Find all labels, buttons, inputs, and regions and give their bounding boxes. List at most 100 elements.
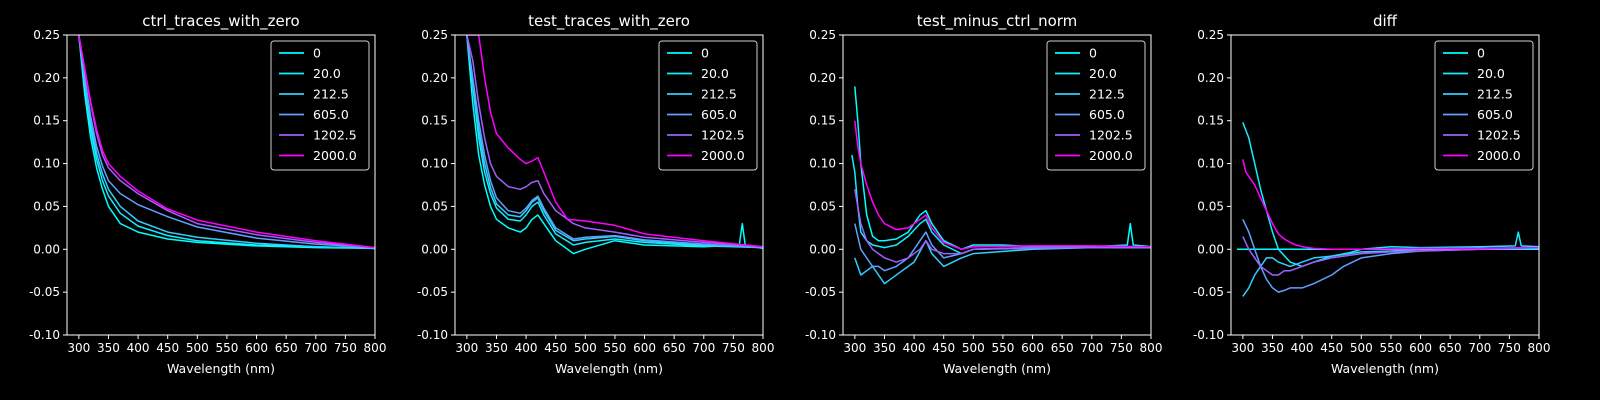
series-line-212.5: [1242, 246, 1539, 297]
legend-label: 20.0: [1477, 66, 1505, 81]
chart-panel-2: test_traces_with_zero 300 350 400 450 500 550 6…: [417, 12, 775, 376]
series-line-605.0: [466, 35, 763, 249]
y-tick-label: 0.00: [1197, 242, 1224, 256]
y-tick-label: 0.00: [421, 242, 448, 256]
series-line-20.0: [78, 35, 375, 250]
x-tick-label: 800: [1528, 341, 1551, 355]
x-tick-label: 450: [1320, 341, 1343, 355]
series-line-1202.5: [466, 35, 763, 248]
x-tick-label: 300: [67, 341, 90, 355]
series-line-2000.0: [78, 35, 375, 249]
legend-label: 0: [1477, 46, 1485, 61]
y-tick-label: 0.15: [1197, 114, 1224, 128]
x-tick-label: 550: [603, 341, 626, 355]
y-tick-label: 0.25: [33, 28, 60, 42]
x-tick-label: 750: [1110, 341, 1133, 355]
series-group: [78, 35, 375, 250]
series-group: [466, 35, 763, 255]
x-tick-label: 550: [215, 341, 238, 355]
x-tick-label: 600: [633, 341, 656, 355]
y-tick-label: 0.20: [33, 71, 60, 85]
y-tick-label: 0.10: [33, 157, 60, 171]
x-tick-label: 750: [1498, 341, 1521, 355]
legend: 0 20.0 212.5 605.0 1202.5 2000.0: [658, 40, 758, 171]
legend: 0 20.0 212.5 605.0 1202.5 2000.0: [1434, 40, 1534, 171]
x-tick-label: 650: [275, 341, 298, 355]
y-tick-label: -0.10: [29, 328, 60, 342]
x-tick-label: 450: [544, 341, 567, 355]
series-line-2000.0: [466, 35, 763, 248]
x-tick-label: 650: [1051, 341, 1074, 355]
plot-frame: [1230, 34, 1540, 336]
x-tick-label: 400: [903, 341, 926, 355]
plot-frame: [454, 34, 764, 336]
x-tick-label: 350: [873, 341, 896, 355]
x-axis-label: Wavelength (nm): [167, 361, 275, 376]
legend-label: 605.0: [701, 107, 737, 122]
x-tick-label: 800: [364, 341, 387, 355]
legend-label: 1202.5: [1089, 128, 1133, 143]
legend: 0 20.0 212.5 605.0 1202.5 2000.0: [1046, 40, 1146, 171]
x-axis-label: Wavelength (nm): [555, 361, 663, 376]
legend-label: 0: [1089, 46, 1097, 61]
x-tick-label: 550: [991, 341, 1014, 355]
series-line-212.5: [78, 35, 375, 250]
chart-panel-3: test_minus_ctrl_norm 300 350 400 450 500 550 60…: [805, 12, 1163, 376]
legend-label: 0: [313, 46, 321, 61]
x-tick-label: 300: [455, 341, 478, 355]
chart-title: diff: [1373, 12, 1398, 30]
legend-label: 0: [701, 46, 709, 61]
series-group: [851, 86, 1151, 285]
x-tick-label: 300: [843, 341, 866, 355]
series-line-1202.5: [1242, 236, 1539, 276]
legend-label: 212.5: [1477, 87, 1513, 102]
x-axis-label: Wavelength (nm): [943, 361, 1051, 376]
x-tick-label: 400: [515, 341, 538, 355]
legend-label: 212.5: [1089, 87, 1125, 102]
series-line-20.0: [466, 35, 763, 249]
x-tick-label: 500: [962, 341, 985, 355]
x-tick-label: 700: [304, 341, 327, 355]
y-tick-label: 0.05: [809, 199, 836, 213]
y-tick-label: 0.20: [421, 71, 448, 85]
y-tick-label: 0.05: [33, 199, 60, 213]
x-tick-label: 300: [1231, 341, 1254, 355]
x-tick-label: 500: [1350, 341, 1373, 355]
series-line-0: [78, 35, 375, 250]
x-tick-label: 700: [1080, 341, 1103, 355]
x-tick-label: 500: [186, 341, 209, 355]
y-tick-label: 0.25: [809, 28, 836, 42]
series-line-212.5: [466, 35, 763, 249]
x-tick-label: 450: [932, 341, 955, 355]
x-tick-label: 600: [1021, 341, 1044, 355]
x-tick-label: 700: [1468, 341, 1491, 355]
legend-label: 20.0: [701, 66, 729, 81]
y-tick-label: 0.25: [1197, 28, 1224, 42]
y-tick-label: 0.05: [1197, 199, 1224, 213]
chart-title: test_minus_ctrl_norm: [917, 12, 1078, 31]
y-tick-label: 0.15: [33, 114, 60, 128]
series-line-20.0: [1242, 122, 1539, 268]
x-tick-label: 750: [722, 341, 745, 355]
series-group: [1236, 122, 1539, 297]
y-tick-label: 0.20: [809, 71, 836, 85]
legend-label: 20.0: [313, 66, 341, 81]
legend-label: 20.0: [1089, 66, 1117, 81]
chart-title: ctrl_traces_with_zero: [142, 12, 299, 31]
series-line-605.0: [1242, 218, 1539, 293]
chart-panel-4: diff 300 350 400 450 500 550 600 650 700 750 800 -0.…: [1193, 12, 1551, 376]
y-tick-label: 0.15: [421, 114, 448, 128]
x-tick-label: 600: [245, 341, 268, 355]
x-axis-label: Wavelength (nm): [1331, 361, 1439, 376]
x-tick-label: 750: [334, 341, 357, 355]
plot-frame: [66, 34, 376, 336]
legend-label: 605.0: [1089, 107, 1125, 122]
y-tick-label: -0.05: [805, 285, 836, 299]
x-tick-label: 800: [1140, 341, 1163, 355]
legend-label: 212.5: [701, 87, 737, 102]
legend-label: 1202.5: [701, 128, 745, 143]
y-tick-label: 0.00: [809, 242, 836, 256]
y-tick-label: 0.10: [1197, 157, 1224, 171]
y-tick-label: 0.20: [1197, 71, 1224, 85]
